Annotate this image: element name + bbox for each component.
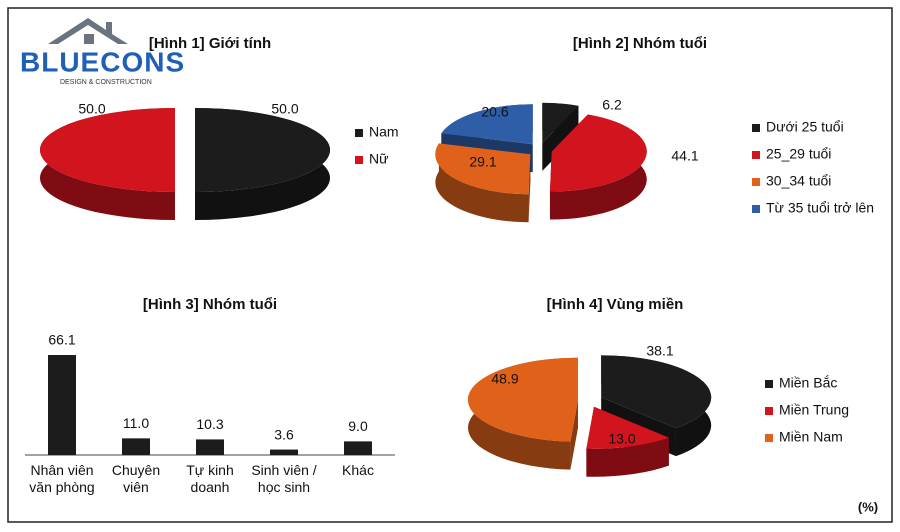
logo-window bbox=[84, 34, 94, 44]
data-label: 11.0 bbox=[123, 415, 149, 431]
x-tick-line: Nhân viên bbox=[30, 462, 93, 478]
data-label: 9.0 bbox=[348, 418, 368, 434]
data-label: 3.6 bbox=[274, 426, 294, 442]
legend-swatch bbox=[355, 129, 363, 137]
pie-slice bbox=[435, 143, 531, 195]
data-label: 44.1 bbox=[671, 148, 698, 164]
legend-label: Miền Nam bbox=[779, 429, 843, 445]
logo-roof bbox=[48, 18, 128, 44]
legend-swatch bbox=[765, 407, 773, 415]
chart-title: [Hình 2] Nhóm tuổi bbox=[573, 35, 707, 52]
pie-side bbox=[435, 143, 529, 223]
legend-label: Miền Bắc bbox=[779, 375, 837, 391]
legend-label: Miền Trung bbox=[779, 402, 849, 418]
legend-label: Từ 35 tuổi trở lên bbox=[766, 200, 874, 216]
chart-title: [Hình 4] Vùng miền bbox=[547, 296, 684, 313]
x-tick-line: Tự kinh bbox=[186, 462, 234, 478]
legend-label: Nam bbox=[369, 124, 399, 140]
legend-label: Dưới 25 tuổi bbox=[766, 119, 844, 135]
logo-name: BLUECONS bbox=[20, 46, 185, 77]
pie-side bbox=[570, 399, 579, 470]
legend-swatch bbox=[765, 434, 773, 442]
legend-swatch bbox=[752, 178, 760, 186]
x-tick-line: Khác bbox=[342, 462, 374, 478]
legend-label: 30_34 tuổi bbox=[766, 173, 831, 189]
bar bbox=[270, 449, 298, 455]
data-label: 6.2 bbox=[602, 97, 622, 113]
logo: BLUECONS DESIGN & CONSTRUCTION bbox=[20, 18, 185, 86]
legend-swatch bbox=[752, 151, 760, 159]
data-label: 50.0 bbox=[271, 101, 298, 117]
data-label: 38.1 bbox=[646, 343, 673, 359]
pie-side bbox=[586, 437, 669, 477]
x-tick-line: Sinh viên / bbox=[251, 462, 316, 478]
pie-slice bbox=[601, 355, 712, 429]
data-label: 66.1 bbox=[48, 332, 75, 348]
legend-label: Nữ bbox=[369, 151, 388, 167]
bar bbox=[344, 441, 372, 455]
frame bbox=[7, 7, 893, 523]
legend-label: 25_29 tuổi bbox=[766, 146, 831, 162]
x-tick-label: Nhân viên văn phòng bbox=[29, 462, 94, 495]
data-label: 13.0 bbox=[608, 431, 635, 447]
pie-slice bbox=[586, 406, 669, 449]
x-tick-label: Khác bbox=[342, 462, 374, 478]
x-tick-line: viên bbox=[123, 479, 149, 495]
legend-swatch bbox=[765, 380, 773, 388]
x-tick-label: Sinh viên / học sinh bbox=[251, 462, 316, 495]
data-label: 29.1 bbox=[469, 154, 496, 170]
pie-slice bbox=[40, 108, 175, 192]
x-tick-label: Chuyên viên bbox=[112, 462, 160, 495]
legend-swatch bbox=[752, 205, 760, 213]
x-tick-line: Chuyên bbox=[112, 462, 160, 478]
x-tick-line: doanh bbox=[191, 479, 230, 495]
x-tick-label: Tự kinh doanh bbox=[186, 462, 234, 495]
data-label: 10.3 bbox=[196, 416, 223, 432]
bar bbox=[196, 439, 224, 455]
pie-slice bbox=[549, 114, 647, 192]
pie-slice bbox=[441, 104, 533, 145]
x-tick-line: văn phòng bbox=[29, 479, 94, 495]
pie-slice bbox=[542, 102, 579, 143]
unit-note: (%) bbox=[858, 499, 878, 514]
bar bbox=[122, 438, 150, 455]
chart-title: [Hình 3] Nhóm tuổi bbox=[143, 296, 277, 313]
x-tick-line: học sinh bbox=[258, 479, 310, 495]
data-label: 48.9 bbox=[491, 371, 518, 387]
data-label: 50.0 bbox=[78, 101, 105, 117]
bar bbox=[48, 355, 76, 455]
legend-swatch bbox=[752, 124, 760, 132]
logo-tagline: DESIGN & CONSTRUCTION bbox=[60, 79, 152, 86]
data-label: 20.6 bbox=[481, 104, 508, 120]
pie-slice bbox=[195, 108, 330, 192]
legend-swatch bbox=[355, 156, 363, 164]
chart-title: [Hình 1] Giới tính bbox=[149, 35, 271, 52]
pie-slice bbox=[468, 357, 579, 442]
